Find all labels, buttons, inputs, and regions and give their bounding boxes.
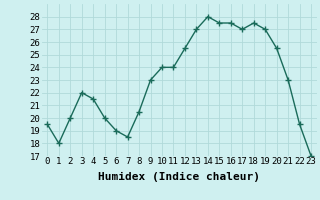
X-axis label: Humidex (Indice chaleur): Humidex (Indice chaleur) [98,172,260,182]
